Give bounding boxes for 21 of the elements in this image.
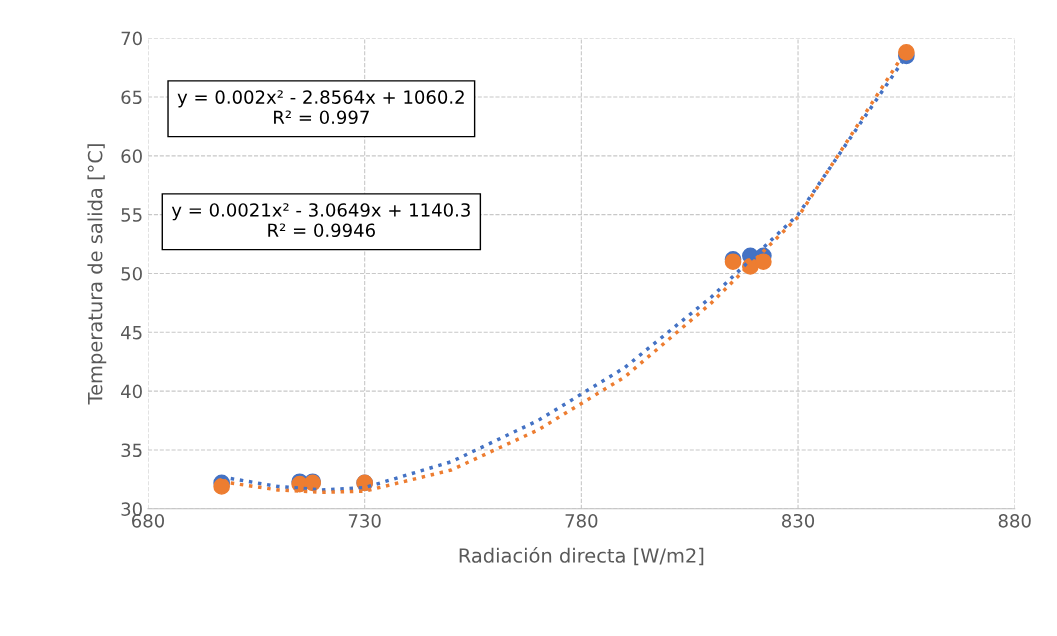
point	[755, 253, 772, 271]
x-axis-title: Radiación directa [W/m2]	[459, 547, 704, 566]
y-tick-label: 50	[121, 266, 142, 281]
annotation: y = 0.002x² - 2.8564x + 1060.2 R² = 0.997	[177, 90, 464, 125]
y-tick-label: 40	[121, 384, 142, 399]
y-tick-label: 30	[121, 502, 142, 516]
x-tick-label: 830	[782, 513, 815, 528]
x-tick-label: 880	[998, 513, 1031, 528]
point	[898, 43, 915, 61]
x-tick-label: 680	[132, 513, 165, 528]
y-tick-label: 60	[121, 149, 142, 163]
y-tick-label: 45	[121, 326, 142, 340]
y-tick-label: 70	[121, 31, 142, 46]
x-tick-label: 730	[348, 513, 381, 528]
point	[213, 478, 230, 495]
x-tick-label: 780	[565, 513, 598, 528]
y-axis-title: Temperatura de salida [°C]	[87, 144, 107, 405]
y-tick-label: 35	[121, 443, 142, 458]
y-tick-label: 65	[121, 90, 142, 105]
y-tick-label: 55	[121, 208, 142, 222]
annotation: y = 0.0021x² - 3.0649x + 1140.3 R² = 0.9946	[171, 203, 470, 238]
